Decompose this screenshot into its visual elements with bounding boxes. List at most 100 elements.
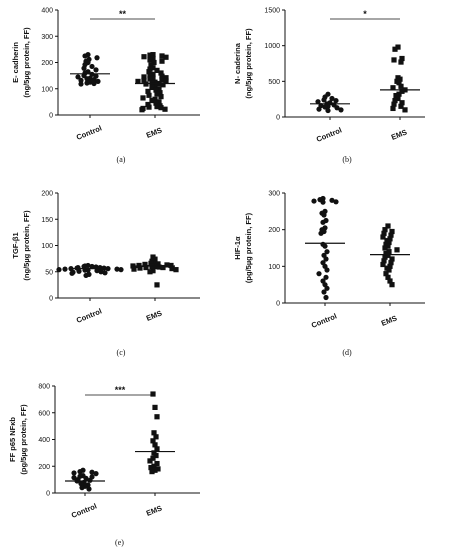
panel-c-point-ems: [150, 268, 156, 274]
panel-e-point-ems: [150, 438, 156, 444]
panel-c-point-ems: [143, 264, 149, 271]
panel-a-x-category-label: EMS: [145, 125, 163, 139]
panel-a-point-ems: [147, 73, 153, 79]
panel-a-point-ems: [150, 75, 156, 81]
panel-e-point-ems: [155, 466, 161, 472]
panel-e-point-ems: [152, 404, 158, 410]
panel-c-point-ems: [130, 263, 136, 269]
panel-d-point-ems: [382, 254, 388, 260]
panel-a-point-ems: [154, 104, 160, 110]
panel-c-point-control: [118, 267, 124, 273]
panel-b-point-ems: [390, 85, 396, 91]
panel-b-y-axis-title: N- caderina: [233, 42, 242, 84]
panel-e-x-category-label: EMS: [145, 503, 163, 517]
panel-a-point-control: [84, 76, 90, 82]
panel-a-x-category-label: Control: [75, 124, 103, 142]
panel-d-point-ems: [394, 247, 400, 253]
panel-b-point-control: [322, 104, 328, 110]
panel-a-point-ems: [158, 70, 164, 76]
panel-a-point-ems: [158, 94, 164, 100]
panel-c-point-ems: [164, 262, 170, 268]
panel-b-point-ems: [398, 83, 404, 89]
panel-d-point-control: [324, 267, 330, 273]
panel-c-point-ems: [156, 264, 162, 270]
panel-c-point-ems: [169, 266, 175, 272]
panel-b: 0 500 1000 1500 Control EMS N- caderina (ng/5µg…: [233, 8, 425, 164]
panel-a-point-ems: [152, 79, 158, 85]
panel-a-point-ems: [163, 78, 169, 84]
panel-e-point-ems: [149, 469, 155, 475]
panel-d-point-control: [322, 243, 328, 249]
panel-a-point-ems: [163, 54, 169, 60]
panel-c-point-ems: [151, 259, 157, 265]
panel-d-point-ems: [382, 227, 388, 233]
panel-d-point-control: [321, 289, 327, 295]
panel-b-y-tick-label: 1500: [264, 8, 280, 15]
panel-c-point-control: [83, 272, 89, 279]
panel-a-y-tick-label: 200: [41, 60, 53, 67]
panel-d-y-tick-label: 200: [268, 227, 280, 234]
panel-a-point-ems: [162, 106, 168, 112]
panel-a-y-tick-label: 100: [41, 86, 53, 93]
panel-d-y-axis-title: HIF-1α: [233, 236, 242, 260]
panel-e-point-control: [78, 481, 84, 487]
panel-a-point-ems: [159, 73, 165, 79]
panel-d-y-tick-label: 0: [276, 301, 280, 308]
panel-c-point-control: [56, 267, 62, 273]
panel-c-y-tick-label: 0: [49, 296, 53, 303]
panel-b-point-ems: [398, 59, 404, 65]
panel-b-point-ems: [397, 76, 403, 82]
panel-a-point-ems: [135, 78, 141, 84]
panel-d-point-ems: [383, 271, 389, 277]
panel-c-y-axis-title: TGF-β1: [11, 232, 20, 258]
panel-a-y-tick-label: 400: [41, 8, 53, 15]
panel-b-x-category-label: EMS: [390, 127, 408, 141]
panel-d-point-control: [321, 212, 327, 218]
panel-d-point-control: [311, 198, 317, 204]
panel-e-y-tick-label: 200: [38, 464, 50, 471]
panel-d-point-ems: [387, 236, 393, 242]
panel-b-point-ems: [396, 80, 402, 86]
panel-a-point-ems: [141, 77, 147, 83]
panel-b-point-ems: [399, 55, 405, 62]
panel-a-point-ems: [146, 69, 152, 75]
panel-a-point-ems: [154, 67, 160, 73]
panel-a-y-axis-title: (ng/5µg protein, FF): [22, 27, 31, 98]
panel-c-point-ems: [148, 260, 154, 266]
panel-d-point-ems: [388, 232, 394, 238]
panel-c-x-category-label: EMS: [145, 308, 163, 322]
panel-e-point-ems: [153, 452, 159, 459]
panel-d-point-ems: [389, 228, 395, 235]
panel-c-point-ems: [147, 269, 153, 275]
panel-e-y-axis-title: FF p65 NFκb: [8, 417, 17, 462]
panel-b-point-ems: [402, 107, 408, 113]
panel-d-point-control: [323, 256, 329, 262]
panel-e-y-tick-label: 600: [38, 410, 50, 417]
panel-b-point-control: [338, 107, 344, 113]
panel-a-point-ems: [150, 52, 156, 58]
panel-a-point-ems: [146, 92, 152, 98]
panel-a-point-ems: [152, 83, 158, 89]
panel-b-y-tick-label: 1000: [264, 43, 280, 50]
panel-e-point-ems: [150, 391, 156, 397]
panel-a: 0 100 200 300 400 Control EMS E- cadherin (ng/5µ…: [11, 8, 200, 164]
panel-c-point-ems: [142, 261, 148, 267]
panel-e-point-ems: [150, 455, 156, 461]
panel-e-label: (e): [115, 538, 124, 547]
panel-e-point-ems: [154, 460, 160, 467]
panel-b-point-ems: [393, 93, 399, 99]
panel-d-point-ems: [380, 234, 386, 240]
panel-c-point-ems: [160, 264, 166, 271]
panel-b-point-control: [334, 105, 340, 111]
panel-a-point-control: [78, 77, 84, 83]
panel-a-point-ems: [150, 71, 156, 77]
panel-a-y-tick-label: 300: [41, 34, 53, 41]
panel-d: 0 100 200 300 Control EMS HIF-1α (pg/5µg protei…: [233, 191, 425, 357]
panel-d-x-category-label: Control: [310, 312, 338, 330]
panel-a-point-ems: [159, 53, 165, 59]
panel-c-point-control: [94, 268, 100, 274]
panel-e-point-control: [71, 470, 77, 476]
panel-b-y-tick-label: 0: [276, 115, 280, 122]
panel-d-point-ems: [385, 274, 391, 280]
